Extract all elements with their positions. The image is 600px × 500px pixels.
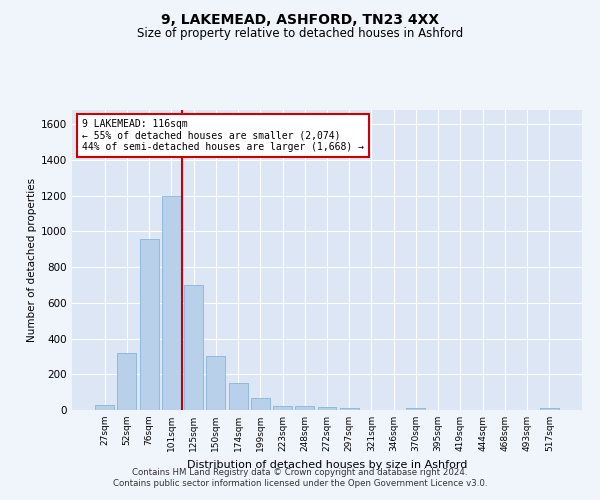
X-axis label: Distribution of detached houses by size in Ashford: Distribution of detached houses by size … (187, 460, 467, 469)
Bar (140, 238, 158, 410)
Text: Contains HM Land Registry data © Crown copyright and database right 2024.
Contai: Contains HM Land Registry data © Crown c… (113, 468, 487, 487)
Bar (229, 383, 248, 410)
Text: Size of property relative to detached houses in Ashford: Size of property relative to detached ho… (137, 28, 463, 40)
Bar (406, 408, 425, 410)
Bar (273, 406, 292, 410)
Text: 9, LAKEMEAD, ASHFORD, TN23 4XX: 9, LAKEMEAD, ASHFORD, TN23 4XX (161, 12, 439, 26)
Bar (95, 404, 114, 410)
Bar (184, 285, 203, 410)
Bar (206, 356, 225, 410)
Bar (118, 353, 136, 410)
Y-axis label: Number of detached properties: Number of detached properties (27, 178, 37, 342)
Bar (540, 408, 559, 410)
Bar (162, 196, 181, 410)
Bar (340, 408, 359, 410)
Bar (295, 406, 314, 410)
Bar (317, 408, 337, 410)
Bar (251, 398, 270, 410)
Text: 9 LAKEMEAD: 116sqm
← 55% of detached houses are smaller (2,074)
44% of semi-deta: 9 LAKEMEAD: 116sqm ← 55% of detached hou… (82, 119, 364, 152)
